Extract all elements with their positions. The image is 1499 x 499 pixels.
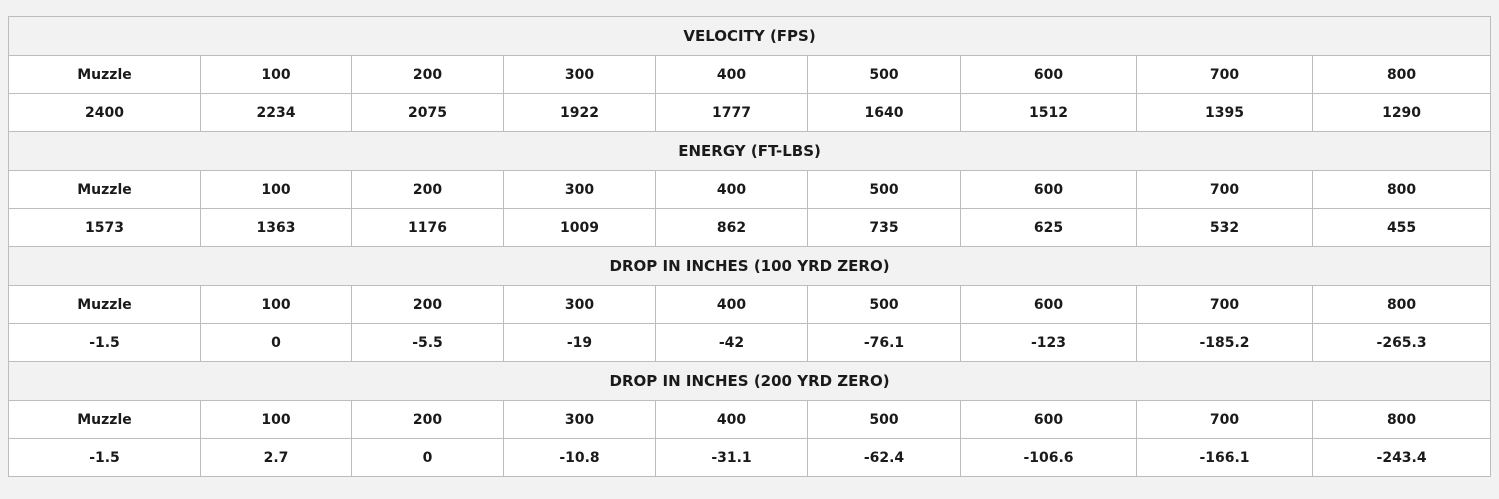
distance-header-cell: 100 <box>200 285 352 324</box>
value-cell: 2.7 <box>200 438 352 477</box>
distance-header-cell: 500 <box>807 55 961 94</box>
distance-header-cell: 700 <box>1136 55 1313 94</box>
value-row: -1.5 2.7 0 -10.8 -31.1 -62.4 -106.6 -166.1 -243.… <box>8 438 1492 477</box>
value-row: 1573 1363 1176 1009 862 735 625 532 455 <box>8 208 1492 247</box>
value-cell: 1363 <box>200 208 352 247</box>
distance-header-cell: Muzzle <box>8 170 201 209</box>
value-cell: -1.5 <box>8 438 201 477</box>
section-title: ENERGY (FT-LBS) <box>7 131 1492 171</box>
value-cell: 1573 <box>8 208 201 247</box>
distance-header-cell: 800 <box>1311 285 1492 324</box>
value-cell: -166.1 <box>1136 438 1313 477</box>
distance-header-cell: Muzzle <box>8 55 201 94</box>
value-cell: -265.3 <box>1311 323 1492 362</box>
distance-header-cell: 400 <box>655 285 808 324</box>
value-cell: 1922 <box>503 93 656 132</box>
value-cell: -42 <box>655 323 808 362</box>
section-title-row: DROP IN INCHES (200 YRD ZERO) <box>7 361 1492 401</box>
value-cell: 0 <box>200 323 352 362</box>
distance-header-cell: 800 <box>1311 400 1492 439</box>
section-title-row: VELOCITY (FPS) <box>7 16 1492 56</box>
section-title: VELOCITY (FPS) <box>7 16 1492 56</box>
value-cell: -185.2 <box>1136 323 1313 362</box>
distance-header-cell: Muzzle <box>8 285 201 324</box>
ballistics-table-body: VELOCITY (FPS) Muzzle 100 200 300 400 500 600 70… <box>7 16 1492 477</box>
value-cell: 1176 <box>351 208 504 247</box>
section-title: DROP IN INCHES (200 YRD ZERO) <box>7 361 1492 401</box>
value-row: -1.5 0 -5.5 -19 -42 -76.1 -123 -185.2 -265.3 <box>8 323 1492 362</box>
distance-header-cell: 500 <box>807 285 961 324</box>
value-cell: -31.1 <box>655 438 808 477</box>
distance-header-row: Muzzle 100 200 300 400 500 600 700 800 <box>8 400 1492 439</box>
section-title-row: DROP IN INCHES (100 YRD ZERO) <box>7 246 1492 286</box>
value-cell: 1640 <box>807 93 961 132</box>
distance-header-cell: Muzzle <box>8 400 201 439</box>
value-cell: -62.4 <box>807 438 961 477</box>
value-cell: 625 <box>960 208 1137 247</box>
distance-header-cell: 400 <box>655 55 808 94</box>
distance-header-cell: 600 <box>960 285 1137 324</box>
distance-header-cell: 200 <box>351 285 504 324</box>
distance-header-cell: 800 <box>1311 55 1492 94</box>
section-title: DROP IN INCHES (100 YRD ZERO) <box>7 246 1492 286</box>
value-cell: 2400 <box>8 93 201 132</box>
distance-header-cell: 200 <box>351 170 504 209</box>
distance-header-cell: 700 <box>1136 400 1313 439</box>
distance-header-cell: 500 <box>807 170 961 209</box>
value-cell: 1290 <box>1311 93 1492 132</box>
distance-header-row: Muzzle 100 200 300 400 500 600 700 800 <box>8 170 1492 209</box>
value-cell: 735 <box>807 208 961 247</box>
value-cell: 1395 <box>1136 93 1313 132</box>
value-cell: 0 <box>351 438 504 477</box>
value-cell: -10.8 <box>503 438 656 477</box>
value-cell: -1.5 <box>8 323 201 362</box>
value-cell: 2234 <box>200 93 352 132</box>
value-cell: -243.4 <box>1311 438 1492 477</box>
value-cell: 1009 <box>503 208 656 247</box>
section-title-row: ENERGY (FT-LBS) <box>7 131 1492 171</box>
value-cell: 455 <box>1311 208 1492 247</box>
ballistics-table: VELOCITY (FPS) Muzzle 100 200 300 400 500 600 70… <box>7 16 1492 477</box>
distance-header-cell: 100 <box>200 55 352 94</box>
distance-header-cell: 300 <box>503 285 656 324</box>
distance-header-cell: 800 <box>1311 170 1492 209</box>
value-cell: -5.5 <box>351 323 504 362</box>
distance-header-cell: 300 <box>503 55 656 94</box>
distance-header-cell: 600 <box>960 400 1137 439</box>
value-cell: 2075 <box>351 93 504 132</box>
value-cell: 532 <box>1136 208 1313 247</box>
value-cell: -123 <box>960 323 1137 362</box>
value-cell: 1512 <box>960 93 1137 132</box>
distance-header-cell: 600 <box>960 170 1137 209</box>
value-cell: 862 <box>655 208 808 247</box>
distance-header-cell: 300 <box>503 400 656 439</box>
distance-header-cell: 700 <box>1136 170 1313 209</box>
distance-header-cell: 700 <box>1136 285 1313 324</box>
distance-header-cell: 400 <box>655 170 808 209</box>
distance-header-cell: 400 <box>655 400 808 439</box>
value-cell: -106.6 <box>960 438 1137 477</box>
value-cell: -76.1 <box>807 323 961 362</box>
distance-header-cell: 100 <box>200 170 352 209</box>
ballistics-table-container: VELOCITY (FPS) Muzzle 100 200 300 400 500 600 70… <box>7 16 1492 477</box>
value-row: 2400 2234 2075 1922 1777 1640 1512 1395 1290 <box>8 93 1492 132</box>
value-cell: 1777 <box>655 93 808 132</box>
distance-header-cell: 200 <box>351 55 504 94</box>
value-cell: -19 <box>503 323 656 362</box>
distance-header-cell: 200 <box>351 400 504 439</box>
distance-header-cell: 300 <box>503 170 656 209</box>
distance-header-cell: 500 <box>807 400 961 439</box>
distance-header-row: Muzzle 100 200 300 400 500 600 700 800 <box>8 285 1492 324</box>
distance-header-row: Muzzle 100 200 300 400 500 600 700 800 <box>8 55 1492 94</box>
distance-header-cell: 100 <box>200 400 352 439</box>
distance-header-cell: 600 <box>960 55 1137 94</box>
